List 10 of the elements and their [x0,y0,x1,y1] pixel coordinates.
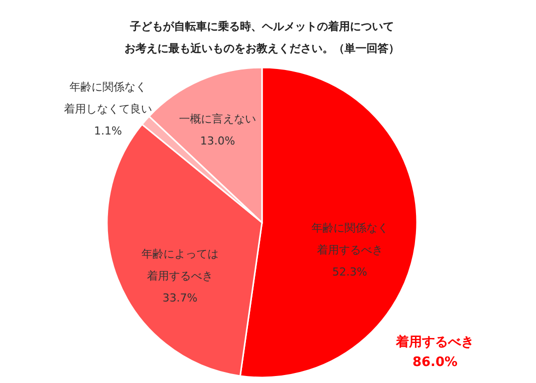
data-label: 1.1% [94,124,122,138]
slice-label: 年齢によっては着用するべき [142,247,219,282]
data-label: 13.0% [200,134,236,148]
text: 着用するべき 86.0% [395,334,474,370]
slice-label: 年齢に関係なく着用しなくて良い [64,80,152,116]
chart-title: 子どもが自転車に乗る時、ヘルメットの着用についてお考えに最も近いものをお教えください。（単一回答） [124,20,400,55]
slice-label: 年齢に関係なく着用するべき [311,222,388,257]
data-label: 33.7% [162,291,198,304]
slice-label: 一概に言えない [179,112,256,126]
data-label: 52.3% [332,266,368,279]
